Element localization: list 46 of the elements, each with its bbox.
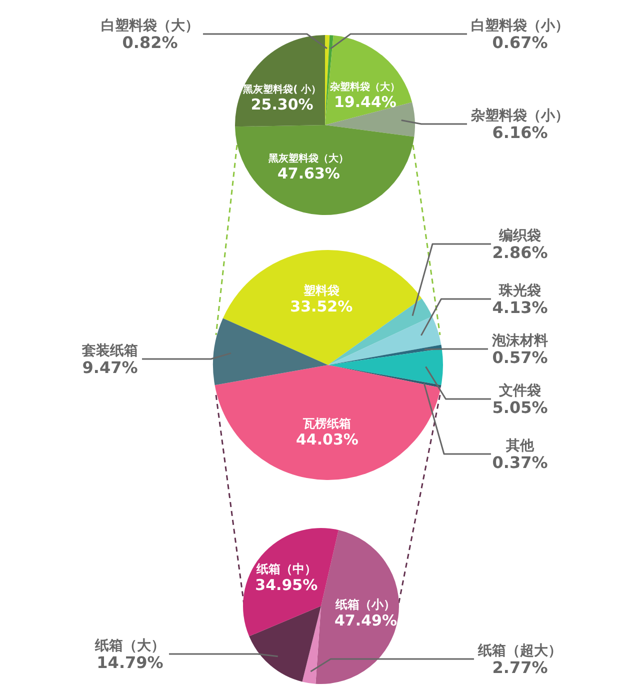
data-label: 25.30% (250, 96, 314, 114)
data-label: 14.79% (96, 653, 164, 672)
data-label: 9.47% (82, 358, 138, 377)
data-label: 44.03% (296, 430, 358, 449)
data-label: 33.52% (290, 298, 353, 316)
slice-label: 瓦楞纸箱 (302, 416, 352, 431)
slice-label: 黑灰塑料袋（大） (268, 152, 349, 164)
data-label: 19.44% (334, 93, 396, 112)
slice-label: 编织袋 (498, 227, 541, 244)
data-label: 4.13% (492, 298, 548, 317)
pie-slice (235, 125, 414, 215)
slice-label: 白塑料袋（大） (101, 17, 199, 34)
pie-slice (222, 250, 422, 365)
data-label: 2.77% (492, 658, 548, 677)
slice-label: 白塑料袋（小） (471, 17, 569, 34)
pie-slice (316, 530, 399, 684)
pie-slice (213, 318, 328, 386)
pie-slice (328, 365, 442, 388)
data-label: 2.86% (492, 243, 548, 262)
pie-slice (302, 606, 321, 684)
data-label: 47.49% (334, 612, 397, 630)
data-label: 47.63% (277, 164, 340, 182)
data-label: 0.57% (492, 348, 548, 367)
slice-label: 泡沫材料 (491, 333, 548, 349)
slice-label: 塑料袋 (302, 284, 340, 298)
pie-slice (214, 365, 441, 480)
slice-label: 黑灰塑料袋( 小） (242, 84, 322, 96)
data-label: 34.95% (255, 576, 318, 594)
slice-label: 套装纸箱 (81, 343, 138, 359)
slice-label: 其他 (505, 438, 535, 454)
data-label: 0.67% (492, 33, 548, 52)
slice-label: 纸箱（超大） (477, 643, 562, 659)
slice-label: 杂塑料袋（大） (329, 81, 400, 94)
slice-label: 纸箱（中） (255, 562, 316, 576)
slice-label: 珠光袋 (498, 283, 541, 299)
pie-slice (249, 606, 321, 682)
slice-label: 文件袋 (498, 382, 541, 399)
data-label: 0.82% (122, 33, 178, 52)
data-label: 0.37% (492, 453, 548, 472)
data-label: 6.16% (492, 123, 548, 142)
slice-label: 杂塑料袋（小） (470, 107, 569, 124)
pie-slice (328, 348, 443, 386)
slice-label: 纸箱（大） (94, 638, 165, 654)
data-label: 5.05% (492, 398, 548, 417)
slice-label: 纸箱（小） (334, 598, 396, 612)
pie-slice (328, 316, 442, 365)
